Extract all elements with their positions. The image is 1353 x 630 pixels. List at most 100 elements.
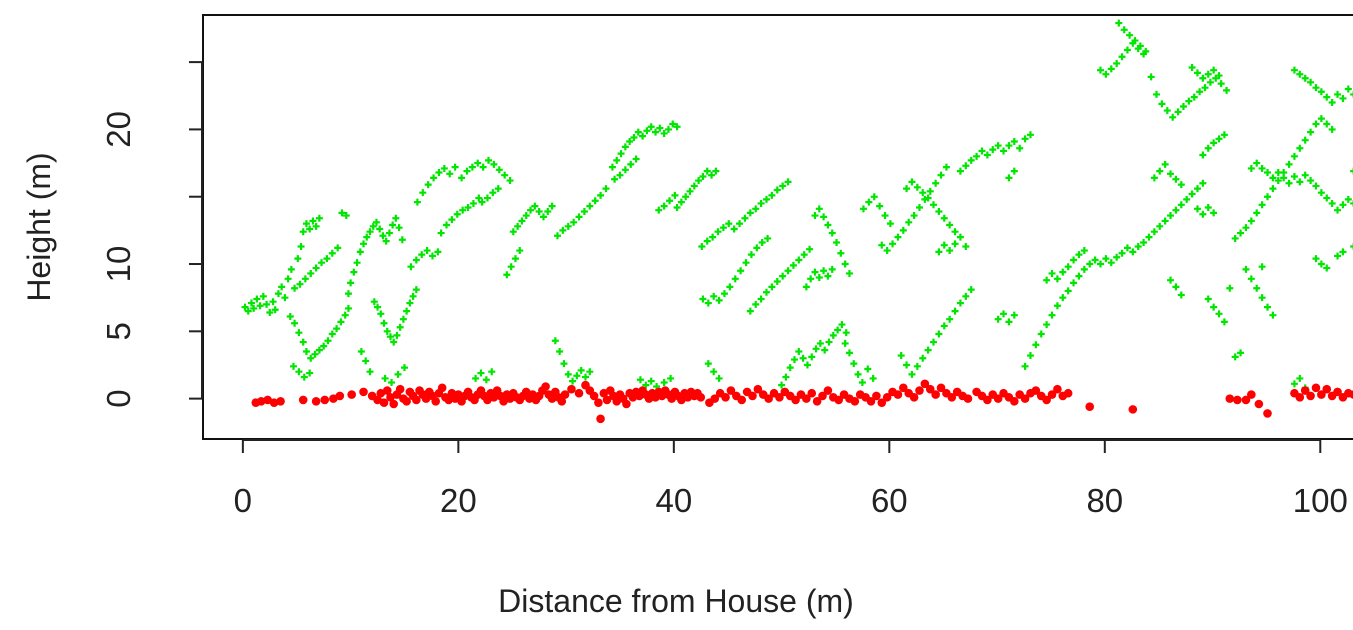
data-point [383,327,391,335]
data-point [926,187,934,195]
data-point [935,208,943,216]
data-point [1163,107,1171,115]
data-point [731,275,739,283]
data-point [463,167,471,175]
data-point [437,383,447,393]
data-point [1210,139,1218,147]
data-point [621,166,629,174]
data-point [845,269,853,277]
data-point [575,213,583,221]
data-point [690,182,698,190]
x-tick-label: 60 [871,482,908,519]
data-point [802,283,810,291]
data-point [1258,263,1266,271]
data-point [544,208,552,216]
data-point [1091,256,1099,264]
data-point [1231,234,1239,242]
data-point [475,194,483,202]
data-point [1053,384,1062,394]
series-1 [251,379,1353,424]
data-point [250,304,258,312]
data-point [1123,244,1131,252]
data-point [894,233,902,241]
data-point [937,171,945,179]
data-point [324,337,332,345]
data-point [1005,318,1013,326]
data-point [881,212,889,220]
data-point [1323,120,1331,128]
data-point [548,202,556,210]
data-point [315,346,323,354]
data-point [1070,279,1078,287]
data-point [1247,275,1255,283]
data-point [768,191,776,199]
data-point [951,228,959,236]
data-point [1047,390,1057,399]
data-point [858,378,866,386]
data-point [715,374,723,382]
data-point [342,212,350,220]
data-point [642,381,650,389]
data-point [290,362,298,370]
data-point [1150,228,1158,236]
data-point [829,331,837,339]
data-point [291,319,299,327]
data-point [773,278,781,286]
data-point [333,325,341,333]
data-point [1253,159,1261,167]
data-point [1199,74,1207,82]
data-point [490,160,498,168]
data-point [1344,195,1352,203]
data-point [518,217,526,225]
data-point [418,251,426,259]
x-tick-label: 40 [655,482,692,519]
data-point [412,395,421,405]
data-point [547,394,557,403]
data-point [599,388,609,398]
data-point [660,129,668,137]
data-point [366,228,374,236]
data-point [747,251,755,259]
data-point [1131,37,1139,45]
data-point [458,174,466,182]
data-point [1190,93,1198,101]
data-point [1350,90,1353,98]
data-point [300,373,308,381]
data-point [666,197,674,205]
y-axis: 0 5 10 20 [100,61,203,408]
data-point [1349,390,1353,399]
data-point [1147,73,1155,81]
data-point [312,222,320,230]
data-point [1328,199,1336,207]
data-point [876,202,884,210]
data-point [434,248,442,256]
data-point [1322,384,1332,394]
data-point [818,391,827,401]
data-point [962,243,970,251]
data-point [940,214,948,222]
data-point [464,203,472,211]
data-point [580,208,588,216]
data-point [586,368,594,376]
x-tick-label: 20 [440,482,477,519]
data-point [611,175,619,183]
data-point [360,240,368,248]
data-point [602,185,610,193]
data-point [715,296,723,304]
data-point [577,366,585,374]
data-point [1204,295,1212,303]
data-point [295,329,303,337]
points-layer [241,19,1353,424]
data-point [682,193,690,201]
data-point [269,398,279,407]
data-point [882,392,892,402]
data-point [643,127,651,135]
data-point [714,228,722,236]
data-point [559,226,567,234]
data-point [1334,90,1342,98]
data-point [757,295,765,303]
data-point [1269,311,1277,319]
data-point [527,206,535,214]
data-point [1097,66,1104,74]
data-point [1134,243,1142,251]
